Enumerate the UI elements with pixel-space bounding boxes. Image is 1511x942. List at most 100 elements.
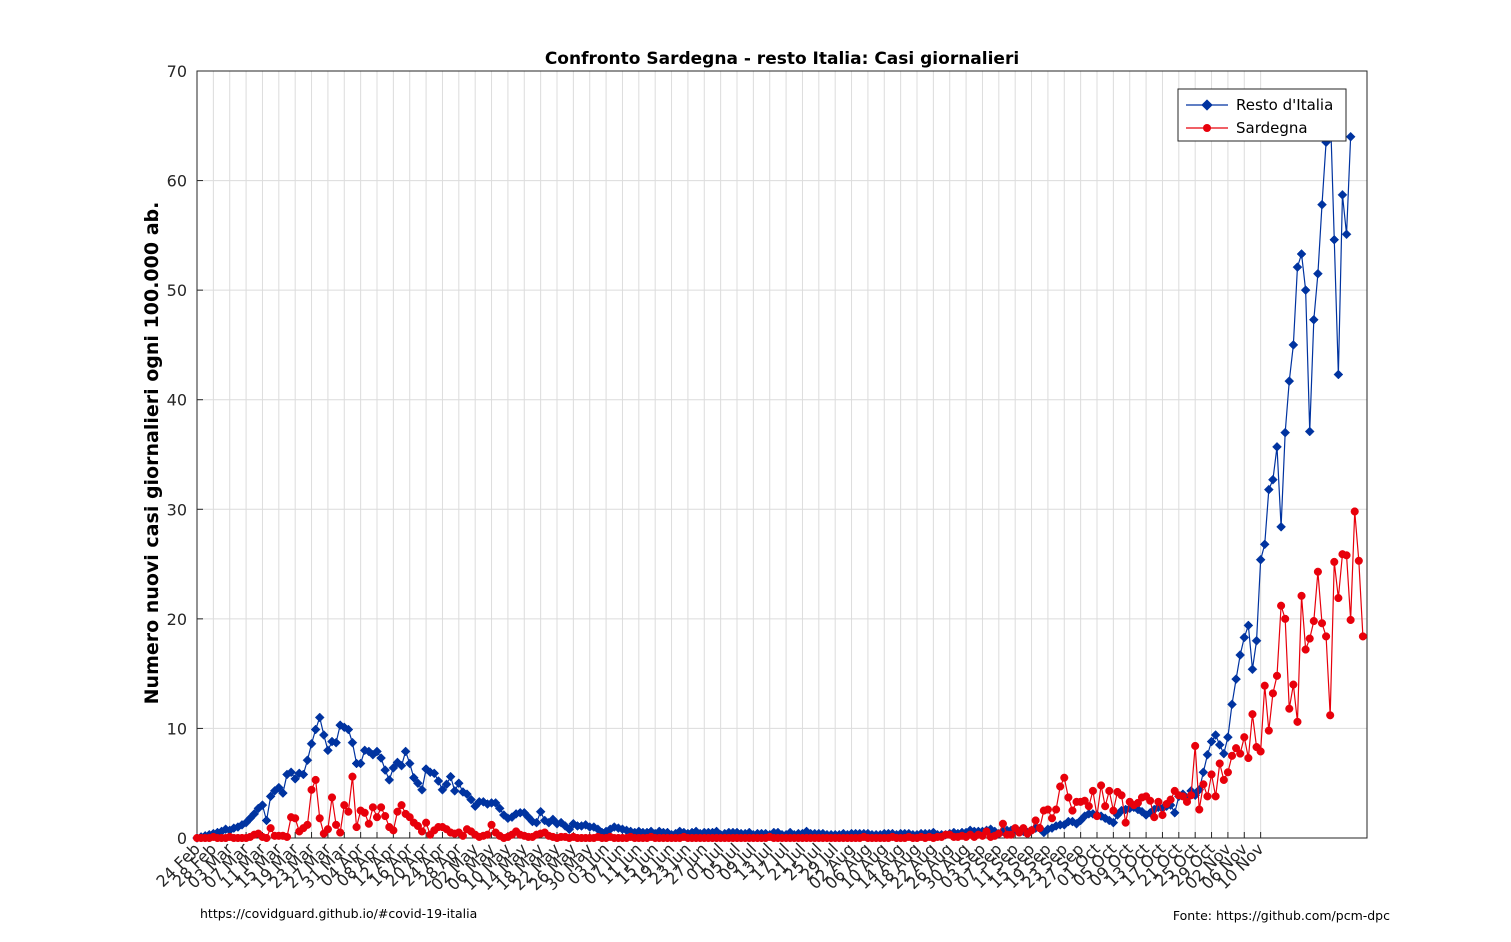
data-point (1214, 740, 1225, 750)
data-point (1019, 824, 1028, 833)
data-point (1031, 816, 1040, 825)
data-point (1007, 830, 1016, 839)
data-point (408, 772, 419, 783)
y-tick-label: 40 (167, 391, 187, 410)
data-point (1259, 539, 1270, 550)
data-point (1317, 199, 1327, 210)
data-point (1219, 775, 1228, 784)
data-point (1263, 484, 1274, 495)
data-point (336, 828, 345, 837)
data-point (397, 801, 406, 810)
y-tick-label: 10 (167, 719, 187, 738)
data-point (331, 737, 341, 748)
data-point (1256, 747, 1265, 756)
data-point (433, 776, 444, 786)
data-point (1236, 749, 1245, 758)
data-point (396, 760, 407, 771)
data-point (1223, 768, 1232, 777)
data-point (422, 818, 431, 827)
data-point (1223, 732, 1233, 743)
legend-box (1177, 88, 1347, 142)
legend-label-sardegna: Sardegna (1236, 119, 1308, 137)
data-point (1052, 805, 1061, 814)
data-point (429, 768, 440, 779)
data-point (1195, 805, 1204, 814)
data-point (462, 789, 472, 800)
data-point (1281, 614, 1290, 623)
data-point (340, 801, 349, 810)
data-point (1047, 814, 1057, 823)
data-point (483, 830, 492, 839)
data-point (1154, 797, 1163, 806)
data-point (1285, 704, 1294, 713)
data-point (1027, 826, 1036, 835)
data-point (1358, 632, 1367, 641)
data-point (332, 820, 341, 829)
data-point (1268, 474, 1278, 485)
data-point (1330, 557, 1339, 566)
data-point (1326, 711, 1335, 720)
data-point (1235, 650, 1246, 660)
data-point (323, 825, 332, 834)
data-point (998, 819, 1007, 828)
data-point (413, 821, 422, 830)
data-point (1341, 229, 1352, 240)
data-point (1255, 554, 1266, 565)
data-point (1276, 521, 1286, 532)
data-point (1345, 131, 1356, 142)
data-point (1251, 635, 1262, 646)
legend-marker-sardegna (1203, 124, 1211, 132)
data-point (393, 807, 402, 816)
data-point (1297, 591, 1306, 600)
data-point (1304, 426, 1315, 437)
data-point (1101, 802, 1110, 811)
data-point (453, 778, 464, 789)
data-point (1280, 427, 1291, 438)
legend-marker-resto-italia (1201, 99, 1213, 111)
data-point (1305, 634, 1314, 643)
data-point (376, 753, 386, 763)
data-point (389, 826, 398, 835)
data-point (1296, 249, 1307, 259)
data-point (1092, 812, 1102, 821)
data-point (994, 829, 1003, 838)
data-point (1084, 802, 1093, 811)
data-point (1300, 285, 1311, 295)
data-point (405, 813, 414, 822)
data-point (1260, 681, 1269, 690)
data-point (364, 819, 373, 828)
chart-title: Confronto Sardegna - resto Italia: Casi … (545, 49, 1019, 69)
data-point (318, 730, 329, 740)
data-point (1288, 340, 1299, 350)
data-point (1117, 791, 1126, 800)
data-point (1064, 793, 1073, 802)
data-point (380, 765, 391, 775)
data-point (291, 814, 300, 823)
y-axis: 0 10 20 30 40 50 60 70 (167, 62, 203, 848)
data-point (372, 746, 382, 757)
data-point (441, 779, 452, 790)
data-point (286, 767, 296, 778)
data-point (1121, 818, 1130, 827)
data-point (1215, 759, 1224, 768)
y-tick-label: 0 (177, 829, 187, 848)
data-point (261, 815, 272, 826)
data-point (1088, 786, 1097, 795)
data-point (1243, 620, 1254, 631)
data-point (298, 769, 309, 780)
data-point (1292, 262, 1303, 272)
data-point (1244, 753, 1253, 763)
data-point (1198, 767, 1209, 778)
data-point (1337, 189, 1348, 200)
data-point (1108, 817, 1119, 828)
footer-source-right: Fonte: https://github.com/pcm-dpc (1173, 908, 1390, 923)
data-point (381, 812, 390, 821)
data-point (1322, 632, 1331, 641)
data-point (384, 775, 395, 785)
data-point (352, 822, 361, 832)
data-point (1187, 791, 1196, 800)
data-point (1206, 736, 1217, 747)
data-point (1199, 780, 1208, 789)
